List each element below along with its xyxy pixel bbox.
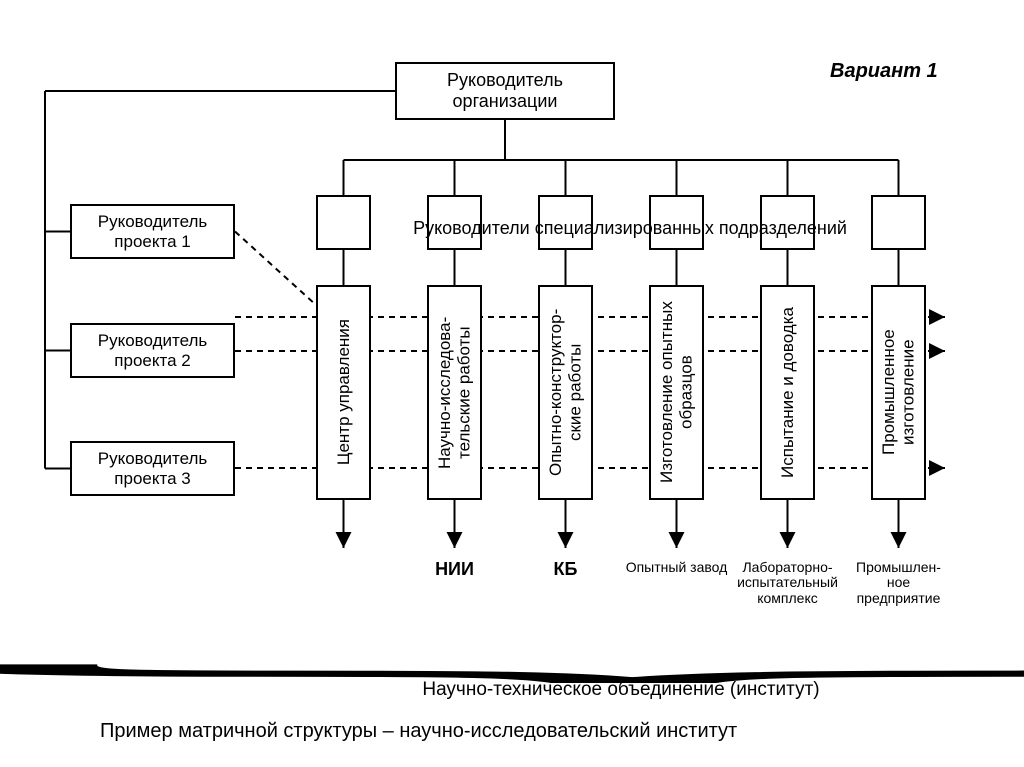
bottom-label-3: КБ: [511, 560, 621, 580]
dept-box-1: Центр управления: [316, 285, 371, 500]
dept-box-6: Промышленное изготовление: [871, 285, 926, 500]
pm-box-3: Руководитель проекта 3: [70, 441, 235, 496]
pm-box-1: Руководитель проекта 1: [70, 204, 235, 259]
brace-label: Научно-техническое объединение (институт…: [271, 680, 971, 701]
bottom-label-4: Опытный завод: [622, 560, 732, 575]
dept-heads-label: Руководители специализированных подразде…: [310, 218, 950, 250]
brace-icon: ⏟: [0, 593, 1024, 673]
dept-box-3: Опытно-конструктор- ские работы: [538, 285, 593, 500]
caption: Пример матричной структуры – научно-иссл…: [100, 720, 1000, 742]
variant-label: Вариант 1: [830, 60, 938, 82]
dept-box-5: Испытание и доводка: [760, 285, 815, 500]
dept-box-4: Изготовление опытных образцов: [649, 285, 704, 500]
bottom-label-2: НИИ: [400, 560, 510, 580]
pm-box-2: Руководитель проекта 2: [70, 323, 235, 378]
dept-box-2: Научно-исследова- тельские работы: [427, 285, 482, 500]
top-node: Руководитель организации: [395, 62, 615, 120]
